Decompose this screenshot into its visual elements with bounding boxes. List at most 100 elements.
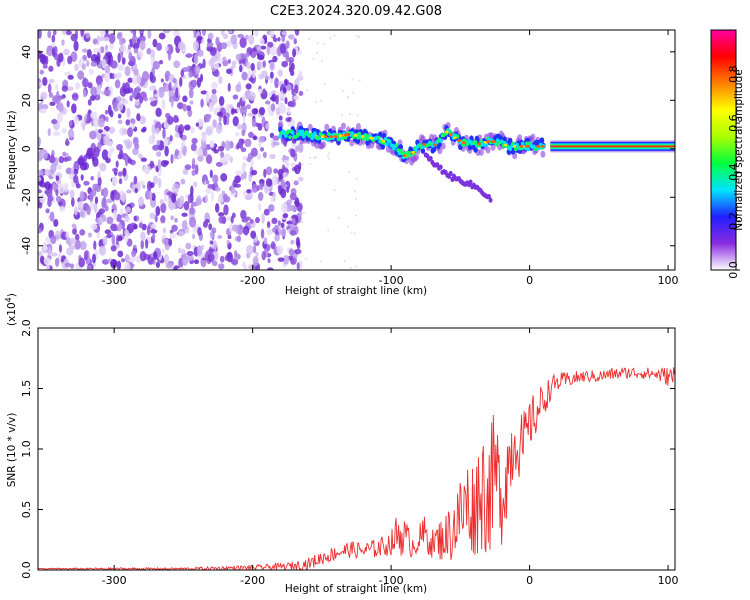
noise-blob: [149, 212, 156, 220]
noise-blob: [90, 53, 98, 63]
noise-blob: [235, 83, 242, 93]
noise-blob: [90, 86, 97, 97]
noise-blob: [182, 145, 187, 157]
noise-blob: [39, 69, 45, 75]
ridge-core: [336, 137, 341, 142]
noise-blob: [190, 185, 194, 196]
noise-blob: [234, 250, 238, 258]
noise-blob: [106, 234, 112, 239]
noise-blob: [90, 95, 96, 101]
noise-blob: [179, 76, 183, 87]
noise-blob: [252, 135, 258, 141]
noise-blob: [204, 194, 209, 204]
ridge-core: [400, 151, 404, 156]
noise-blob: [92, 183, 100, 190]
noise-dot: [312, 58, 315, 61]
noise-blob: [294, 197, 300, 208]
noise-dot: [348, 113, 351, 116]
noise-blob: [74, 206, 78, 216]
noise-blob: [290, 149, 296, 158]
noise-blob: [38, 189, 43, 194]
noise-blob: [277, 257, 285, 262]
noise-blob: [235, 170, 242, 176]
noise-blob: [129, 95, 133, 102]
ridge-hotspot: [411, 150, 415, 154]
noise-blob: [290, 239, 295, 245]
noise-dot: [320, 59, 323, 62]
noise-blob: [197, 226, 202, 236]
snr-multiplier-label: (x104): [4, 293, 18, 326]
noise-blob: [266, 221, 271, 229]
noise-blob: [38, 150, 44, 161]
colorbar: 0.0 0.2 0.4 0.6 0.8 Normalized spectral ampl…: [710, 29, 745, 279]
noise-blob: [80, 174, 84, 181]
spectrogram-y-axis-label: Frequency (Hz): [6, 110, 18, 189]
noise-blob: [192, 40, 200, 51]
noise-blob: [186, 105, 192, 111]
spectrogram-ridge: [277, 121, 675, 203]
noise-blob: [274, 230, 280, 236]
noise-blob: [86, 205, 91, 216]
noise-dot: [306, 89, 309, 92]
noise-blob: [222, 56, 227, 62]
noise-blob: [227, 58, 231, 64]
noise-blob: [59, 205, 66, 212]
noise-blob: [55, 188, 59, 197]
noise-blob: [196, 245, 203, 257]
noise-blob: [83, 250, 89, 261]
ridge-hotspot: [433, 143, 437, 147]
noise-blob: [124, 65, 131, 77]
noise-blob: [94, 93, 101, 101]
noise-blob: [152, 144, 160, 151]
noise-dot: [351, 91, 354, 94]
noise-blob: [132, 244, 137, 249]
noise-blob: [286, 220, 294, 225]
noise-dot: [329, 36, 332, 39]
noise-blob: [150, 229, 158, 234]
noise-blob: [259, 38, 265, 45]
ridge-core: [525, 141, 529, 146]
page-title: C2E3.2024.320.09.42.G08: [270, 4, 442, 19]
noise-blob: [184, 169, 189, 176]
ridge-core: [313, 131, 317, 136]
noise-blob: [169, 135, 173, 142]
noise-blob: [43, 257, 51, 265]
noise-blob: [242, 161, 247, 168]
noise-blob: [282, 172, 289, 178]
noise-blob: [124, 215, 130, 222]
y-tick-label: -40: [20, 237, 33, 255]
noise-blob: [52, 182, 56, 190]
noise-blob: [72, 228, 77, 235]
noise-blob: [160, 78, 164, 83]
noise-blob: [151, 192, 156, 202]
noise-blob: [146, 224, 151, 236]
noise-blob: [126, 189, 132, 194]
noise-blob: [217, 212, 225, 217]
noise-blob: [53, 218, 59, 227]
noise-blob: [294, 30, 300, 36]
noise-blob: [80, 30, 85, 37]
noise-dot: [327, 229, 330, 232]
noise-blob: [131, 90, 137, 98]
noise-blob: [39, 255, 45, 264]
noise-blob: [230, 34, 238, 45]
noise-blob: [92, 156, 99, 167]
noise-blob: [230, 215, 234, 224]
noise-blob: [256, 61, 263, 70]
x-tick-label: 0: [526, 574, 533, 587]
ridge-core: [364, 133, 368, 138]
noise-blob: [135, 255, 142, 263]
colorbar-tick-label: 0.4: [727, 163, 740, 181]
ridge-blue: [431, 146, 437, 153]
noise-blob: [104, 72, 110, 83]
noise-blob: [240, 147, 247, 153]
colorbar-tick-label: 0.8: [727, 65, 740, 83]
noise-blob: [205, 187, 212, 194]
noise-blob: [209, 240, 214, 245]
noise-blob: [262, 60, 266, 68]
noise-blob: [291, 88, 295, 96]
noise-blob: [77, 70, 85, 80]
noise-blob: [213, 63, 220, 70]
noise-blob: [296, 262, 300, 270]
noise-blob: [241, 71, 248, 81]
